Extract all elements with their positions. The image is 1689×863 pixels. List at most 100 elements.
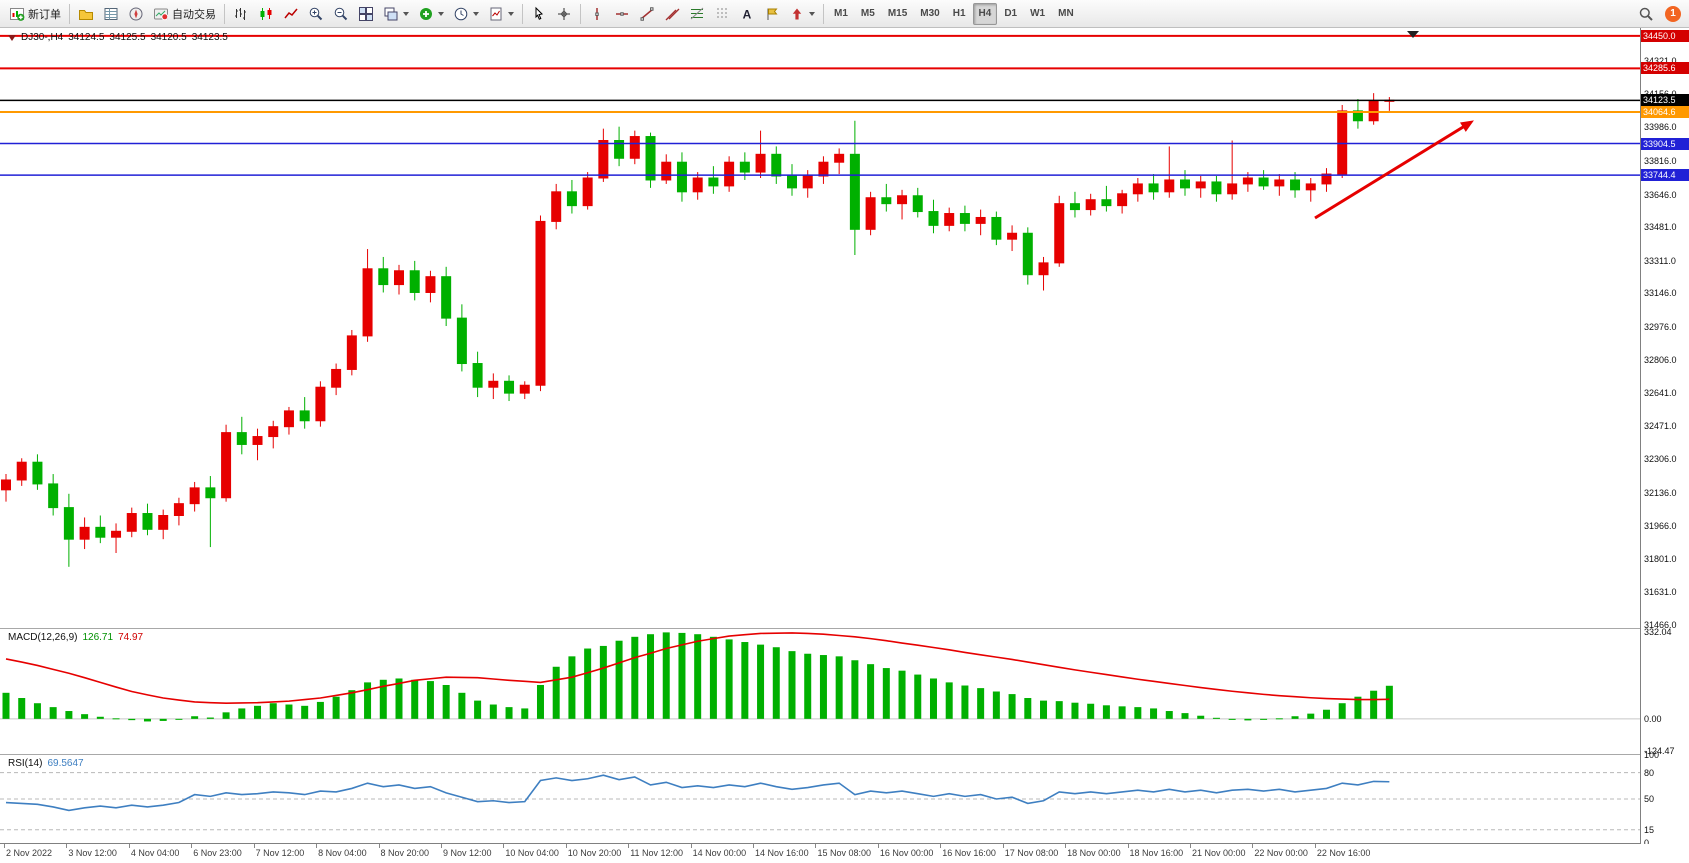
text-label-button[interactable] (760, 3, 784, 25)
price-axis-label: 33986.0 (1644, 122, 1677, 133)
notification-badge[interactable]: 1 (1665, 5, 1681, 22)
fibonacci-button[interactable] (685, 3, 709, 25)
chevron-down-icon (508, 11, 514, 16)
timeframe-d1-button[interactable]: D1 (998, 3, 1023, 25)
navigator-button[interactable] (124, 3, 148, 25)
time-label: 15 Nov 08:00 (817, 848, 871, 858)
ohlc-high: 34125.5 (109, 32, 146, 43)
time-tick (1065, 844, 1067, 848)
time-tick (1127, 844, 1129, 848)
zoom-out-button[interactable] (329, 3, 353, 25)
rsi-panel-chart[interactable] (0, 755, 1640, 843)
zoom-in-icon (309, 7, 323, 20)
crosshair-button[interactable] (552, 3, 576, 25)
time-label: 22 Nov 16:00 (1316, 848, 1371, 858)
macd-name: MACD(12,26,9) (8, 632, 78, 643)
timeframe-h4-button[interactable]: H4 (972, 2, 998, 25)
time-tick (66, 844, 68, 848)
cascade-windows-button[interactable] (379, 3, 413, 25)
cycle-lines-button[interactable] (710, 3, 734, 25)
arrows-button[interactable] (785, 3, 819, 25)
timeframe-w1-button[interactable]: W1 (1024, 3, 1051, 25)
time-label: 3 Nov 12:00 (68, 848, 117, 858)
time-label: 10 Nov 20:00 (567, 848, 622, 858)
bar-chart-button[interactable] (229, 3, 253, 25)
horizontal-line-button[interactable] (610, 3, 634, 25)
time-label: 17 Nov 08:00 (1004, 848, 1059, 858)
price-tag: 34123.5 (1641, 94, 1689, 107)
timeframe-h1-button[interactable]: H1 (947, 3, 972, 25)
time-tick (628, 844, 630, 848)
time-tick (877, 844, 879, 848)
toolbar-separator (823, 3, 824, 24)
rsi-axis-label: 15 (1644, 824, 1655, 835)
time-label: 16 Nov 16:00 (942, 848, 996, 858)
time-label: 16 Nov 00:00 (879, 848, 934, 858)
time-tick (565, 844, 567, 848)
market-watch-icon (104, 7, 118, 20)
toolbar-separator (224, 3, 225, 24)
template-icon (490, 7, 502, 20)
autotrading-icon (154, 8, 169, 20)
rsi-axis-label: 50 (1644, 794, 1655, 804)
time-tick (940, 844, 942, 848)
chevron-down-icon (473, 11, 479, 16)
panel-separator[interactable] (0, 628, 1689, 629)
trendline-button[interactable] (635, 3, 659, 25)
timeframe-m1-button[interactable]: M1 (828, 3, 854, 25)
search-button[interactable] (1634, 3, 1658, 25)
time-tick (1314, 844, 1316, 848)
line-chart-button[interactable] (279, 3, 303, 25)
symbol-info: DJ30-,H4 34124.5 34125.5 34120.5 34123.5 (8, 32, 228, 43)
periods-button[interactable] (449, 3, 483, 25)
price-tag: 33744.4 (1641, 169, 1689, 182)
autotrading-button[interactable]: 自动交易 (149, 3, 220, 25)
time-axis[interactable]: 2 Nov 2022 3 Nov 12:00 4 Nov 04:00 6 Nov 23… (0, 844, 1689, 863)
rsi-value: 69.5647 (47, 758, 84, 769)
price-axis-label: 33816.0 (1644, 156, 1677, 167)
timeframe-m15-button[interactable]: M15 (882, 3, 913, 25)
timeframe-m30-button[interactable]: M30 (914, 3, 945, 25)
candlestick-chart-button[interactable] (254, 3, 278, 25)
time-label: 9 Nov 12:00 (442, 848, 492, 858)
rsi-name: RSI(14) (8, 758, 43, 769)
price-axis-label: 33146.0 (1644, 288, 1677, 299)
arrow-shape-icon (792, 8, 802, 19)
timeframe-m5-button[interactable]: M5 (855, 3, 881, 25)
zoom-in-button[interactable] (304, 3, 328, 25)
vertical-line-button[interactable] (585, 3, 609, 25)
search-icon (1639, 7, 1653, 21)
cursor-button[interactable] (527, 3, 551, 25)
tile-windows-icon (359, 6, 373, 21)
price-axis-label: 32806.0 (1644, 355, 1677, 366)
rsi-indicator-label: RSI(14) 69.5647 (8, 758, 84, 769)
price-axis-label: 33481.0 (1644, 222, 1677, 233)
symbol-name: DJ30-,H4 (21, 32, 64, 43)
macd-panel-chart[interactable] (0, 629, 1640, 754)
price-axis-label: 31966.0 (1644, 521, 1677, 532)
templates-button[interactable] (484, 3, 518, 25)
tile-windows-button[interactable] (354, 3, 378, 25)
timeframe-mn-button[interactable]: MN (1052, 3, 1080, 25)
channel-button[interactable] (660, 3, 684, 25)
market-watch-button[interactable] (99, 3, 123, 25)
trendline-icon (640, 6, 654, 21)
add-indicator-icon (420, 7, 432, 20)
rsi-axis-label: 0 (1644, 838, 1650, 848)
time-label: 22 Nov 00:00 (1254, 848, 1308, 858)
indicators-button[interactable] (414, 3, 448, 25)
time-tick (1189, 844, 1191, 848)
time-tick (378, 844, 380, 848)
main-chart[interactable] (0, 28, 1640, 628)
price-axis-label: 31466.0 (1644, 619, 1677, 630)
price-axis-label: 32471.0 (1644, 421, 1677, 432)
price-axis[interactable]: 34321.0 34156.0 33986.0 33816.0 33646.0 33481… (1641, 28, 1689, 848)
new-order-button[interactable]: 新订单 (5, 3, 65, 25)
text-button[interactable]: A (735, 3, 759, 25)
time-tick (690, 844, 692, 848)
panel-separator[interactable] (0, 754, 1689, 755)
chevron-down-icon (809, 11, 815, 16)
new-order-icon (10, 7, 25, 21)
horizontal-line-icon (616, 11, 628, 16)
charts-profile-button[interactable] (74, 3, 98, 25)
